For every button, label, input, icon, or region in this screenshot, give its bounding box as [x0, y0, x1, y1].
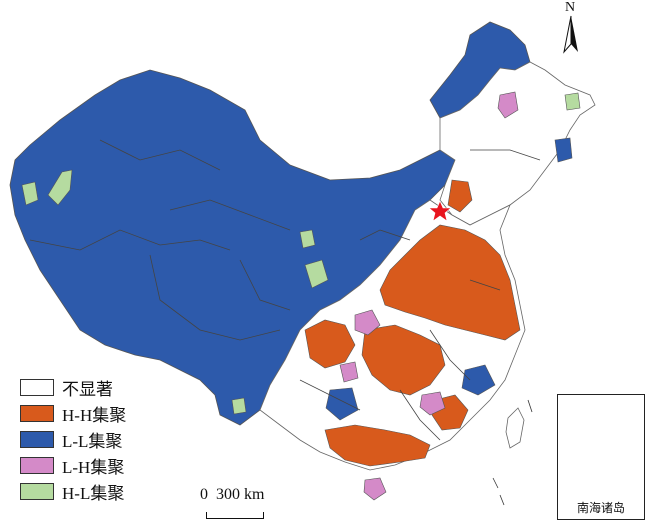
- hl-cluster-xinjiang: [47, 169, 73, 206]
- lh-cluster-3: [497, 91, 519, 119]
- legend-item-ll: L-L集聚: [20, 426, 126, 452]
- legend-item-hl: H-L集聚: [20, 478, 126, 504]
- ll-patch-southeast: [461, 364, 496, 396]
- lh-cluster-hainan: [363, 477, 387, 501]
- legend-swatch: [20, 378, 54, 396]
- taiwan: [505, 407, 525, 449]
- northeast-ns-region: [439, 61, 596, 226]
- legend-swatch: [20, 404, 54, 422]
- hh-cluster-central-west: [304, 319, 356, 369]
- hh-cluster-north-china: [379, 224, 521, 341]
- legend-label: H-L集聚: [62, 483, 125, 503]
- hl-cluster-4: [304, 259, 329, 289]
- north-arrow: N: [556, 0, 586, 56]
- hl-cluster-2: [21, 181, 39, 206]
- legend-item-not-significant: 不显著: [20, 374, 126, 400]
- legend-swatch: [20, 430, 54, 448]
- legend-item-hh: H-H集聚: [20, 400, 126, 426]
- scale-line: [206, 512, 264, 519]
- lh-cluster-4: [339, 361, 359, 383]
- hh-cluster-south: [324, 424, 431, 467]
- capital-star-icon: [428, 200, 452, 222]
- inset-label: 南海诸岛: [576, 501, 625, 515]
- legend-label: L-H集聚: [62, 457, 125, 477]
- hh-cluster-central: [361, 324, 446, 396]
- legend-item-lh: L-H集聚: [20, 452, 126, 478]
- south-china-sea-inset: 南海诸岛: [557, 394, 645, 520]
- internal-boundaries: [29, 139, 541, 441]
- hl-cluster-3: [299, 229, 316, 249]
- hl-cluster-6: [564, 92, 581, 111]
- north-letter: N: [565, 0, 576, 15]
- hl-cluster-5: [231, 397, 247, 415]
- legend: 不显著 H-H集聚 L-L集聚 L-H集聚 H-L集聚: [20, 374, 126, 504]
- legend-label: H-H集聚: [62, 405, 127, 425]
- lh-cluster-1: [354, 309, 381, 336]
- north-arrow-icon: [563, 15, 578, 54]
- legend-label: 不显著: [62, 379, 113, 399]
- scale-label: 0 300 km: [200, 486, 265, 503]
- legend-swatch: [20, 456, 54, 474]
- hh-cluster-hebei: [447, 179, 473, 213]
- ll-patch-south: [325, 387, 359, 421]
- legend-swatch: [20, 482, 54, 500]
- ll-patch-northeast: [554, 137, 573, 163]
- sea-boundary-dashes: [492, 399, 533, 506]
- legend-label: L-L集聚: [62, 431, 123, 451]
- lh-cluster-2: [419, 391, 446, 416]
